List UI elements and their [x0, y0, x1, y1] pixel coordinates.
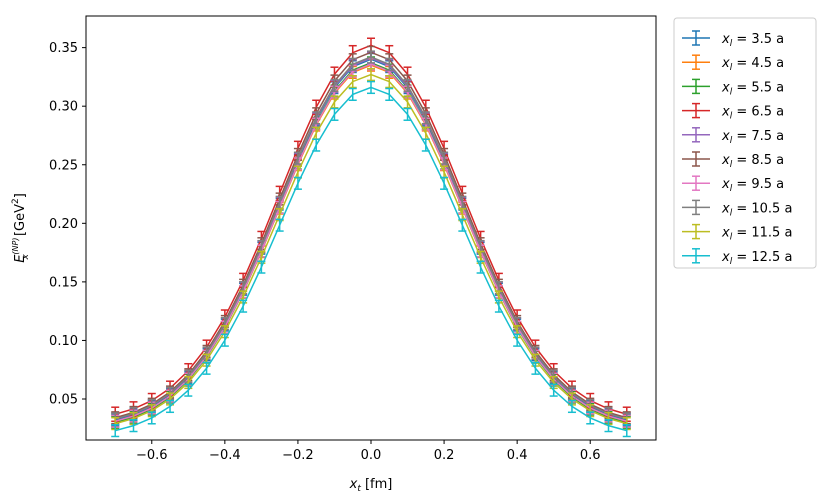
x-tick-label: 0.0 [361, 448, 382, 463]
x-axis-label: xt [fm] [349, 477, 393, 494]
y-tick-label: 0.15 [49, 275, 78, 290]
series-layer [111, 37, 631, 438]
legend-label: xl = 8.5 a [721, 153, 784, 170]
x-tick-label: −0.4 [209, 448, 241, 463]
legend-item: xl = 12.5 a [682, 248, 792, 267]
y-tick-label: 0.30 [49, 100, 78, 115]
legend-item: xl = 10.5 a [682, 199, 792, 218]
y-tick-label: 0.35 [49, 41, 78, 56]
y-axis-label: E(NP)x [GeV2] [11, 193, 31, 263]
legend-item: xl = 5.5 a [682, 78, 784, 97]
legend-item: xl = 9.5 a [682, 175, 784, 194]
legend-item: xl = 6.5 a [682, 102, 784, 122]
legend-label: xl = 7.5 a [721, 129, 784, 146]
legend-item: xl = 4.5 a [682, 54, 784, 73]
x-tick-label: −0.6 [136, 448, 168, 463]
legend-item: xl = 8.5 a [682, 151, 784, 170]
legend-label: xl = 6.5 a [721, 105, 784, 122]
x-tick-label: 0.2 [434, 448, 455, 463]
legend-item: xl = 3.5 a [682, 30, 784, 49]
x-tick-label: −0.2 [282, 448, 314, 463]
series [111, 80, 631, 438]
x-tick-label: 0.6 [580, 448, 601, 463]
y-tick-label: 0.05 [49, 393, 78, 408]
x-tick-label: 0.4 [507, 448, 528, 463]
legend-item: xl = 7.5 a [682, 127, 784, 146]
legend: xl = 3.5 a xl = 4.5 a xl = 5.5 a xl = 6.5 a… [673, 17, 817, 269]
legend-label: xl = 3.5 a [721, 32, 784, 49]
y-tick-label: 0.20 [49, 217, 78, 232]
legend-label: xl = 4.5 a [721, 56, 784, 73]
legend-label: xl = 10.5 a [721, 201, 792, 218]
legend-label: xl = 11.5 a [721, 226, 792, 243]
y-axis-ticks: 0.05 0.10 0.15 0.20 0.25 0.30 0.35 [49, 41, 86, 408]
legend-label: xl = 5.5 a [721, 80, 784, 97]
y-tick-label: 0.10 [49, 334, 78, 349]
legend-label: xl = 12.5 a [721, 250, 792, 267]
y-tick-label: 0.25 [49, 158, 78, 173]
legend-item: xl = 11.5 a [682, 223, 792, 243]
x-axis-ticks: −0.6 −0.4 −0.2 0.0 0.2 0.4 0.6 [136, 440, 601, 463]
legend-frame [673, 17, 817, 269]
legend-label: xl = 9.5 a [721, 177, 784, 194]
